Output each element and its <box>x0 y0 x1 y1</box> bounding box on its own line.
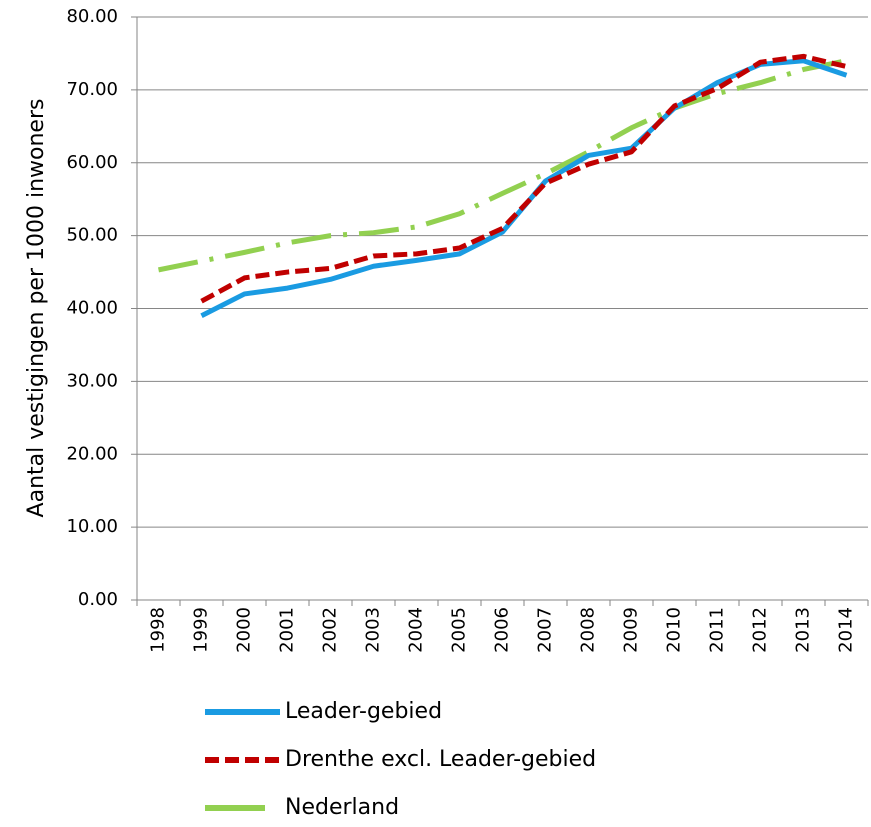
y-tick-label: 60.00 <box>66 152 118 173</box>
x-tick-label: 2012 <box>750 607 771 653</box>
x-tick-label: 1998 <box>148 607 169 653</box>
y-tick-label: 20.00 <box>66 443 118 464</box>
y-tick-label: 10.00 <box>66 516 118 537</box>
legend-label: Drenthe excl. Leader-gebied <box>285 747 596 772</box>
x-tick-label: 2004 <box>406 607 427 653</box>
y-tick-label: 30.00 <box>66 370 118 391</box>
x-tick-label: 2002 <box>320 607 341 653</box>
legend-label: Leader-gebied <box>285 699 442 724</box>
x-tick-label: 2009 <box>621 607 642 653</box>
x-tick-label: 2003 <box>363 607 384 653</box>
series-line <box>200 53 848 304</box>
x-tick-label: 2001 <box>277 607 298 653</box>
legend-label: Nederland <box>285 795 399 820</box>
x-tick-label: 2011 <box>707 607 728 653</box>
series-line <box>158 58 847 273</box>
y-tick-label: 0.00 <box>78 589 118 610</box>
x-tick-label: 2013 <box>793 607 814 653</box>
y-tick-label: 70.00 <box>66 79 118 100</box>
x-tick-label: 2007 <box>535 607 556 653</box>
x-tick-label: 2005 <box>449 607 470 653</box>
y-tick-label: 50.00 <box>66 225 118 246</box>
x-tick-label: 1999 <box>191 607 212 653</box>
x-tick-label: 2010 <box>664 607 685 653</box>
y-axis-label: Aantal vestigingen per 1000 inwoners <box>24 99 49 518</box>
y-tick-label: 80.00 <box>66 6 118 27</box>
y-tick-label: 40.00 <box>66 298 118 319</box>
x-tick-label: 2006 <box>492 607 513 653</box>
x-tick-label: 2000 <box>234 607 255 653</box>
series-line <box>200 58 848 319</box>
x-tick-label: 2008 <box>578 607 599 653</box>
x-tick-label: 2014 <box>836 607 857 653</box>
